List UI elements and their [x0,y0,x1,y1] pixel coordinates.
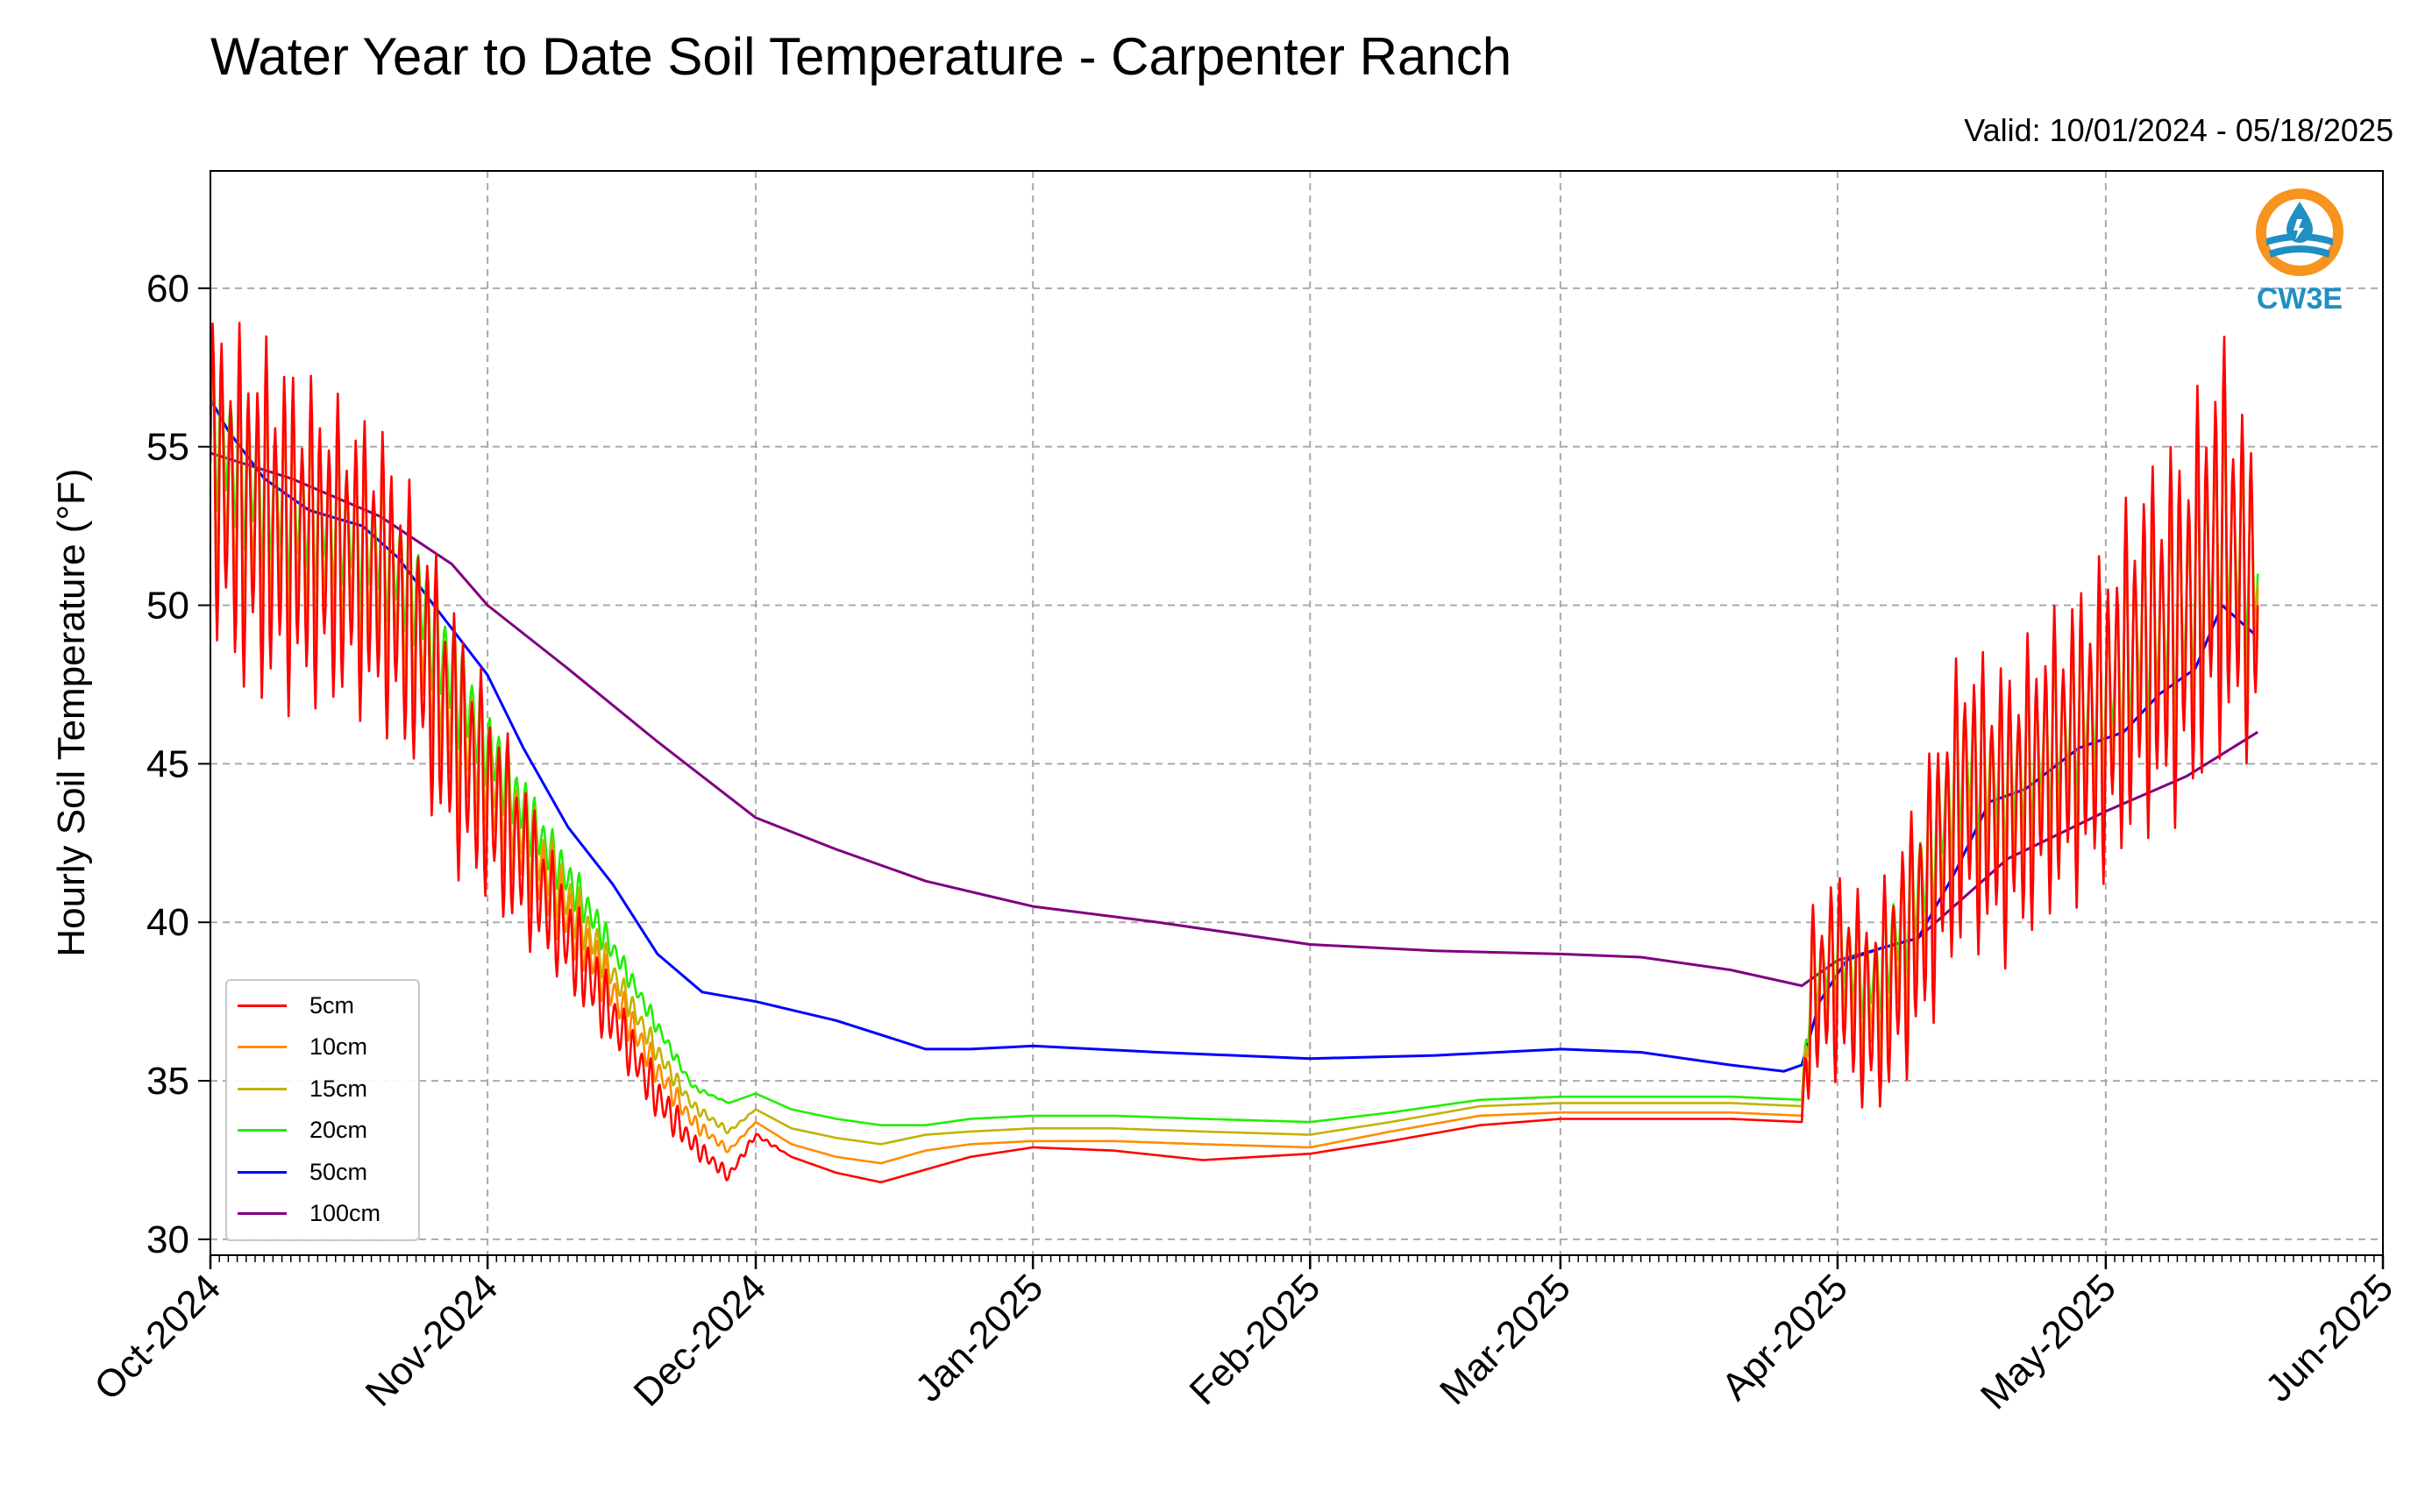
series-line-15cm [210,358,2259,1146]
legend-swatch [238,1046,287,1048]
legend-label: 10cm [309,1033,368,1060]
legend-item: 20cm [238,1113,367,1148]
x-tick-label: Jun-2025 [2258,1266,2401,1409]
legend-item: 100cm [238,1196,380,1232]
x-tick-label: Feb-2025 [1182,1266,1329,1413]
series-line-50cm [210,398,2259,1073]
y-tick-label: 45 [146,742,189,785]
legend-item: 5cm [238,988,354,1023]
chart-title: Water Year to Date Soil Temperature - Ca… [210,27,1512,86]
x-tick-label: Oct-2024 [86,1266,229,1409]
y-tick-label: 50 [146,585,189,628]
plot-frame [210,170,2384,1256]
x-tick-label: Apr-2025 [1713,1266,1856,1409]
x-tick-label: Dec-2024 [626,1266,775,1415]
y-axis-label: Hourly Soil Temperature (°F) [50,468,93,956]
x-tick-label: Nov-2024 [358,1266,507,1415]
series-line-5cm [210,322,2259,1184]
y-tick-label: 40 [146,901,189,944]
series-lines [210,322,2259,1184]
legend-item: 50cm [238,1154,367,1189]
y-tick-label: 30 [146,1218,189,1261]
legend-label: 100cm [309,1200,381,1226]
legend-label: 15cm [309,1075,368,1102]
legend-label: 5cm [309,991,355,1019]
legend-label: 50cm [309,1158,368,1185]
x-tick-label: May-2025 [1973,1266,2124,1417]
y-tick-label: 35 [146,1060,189,1103]
water-drop-icon [2256,188,2343,276]
legend-swatch [238,1004,287,1007]
legend-swatch [238,1087,287,1090]
series-line-10cm [210,342,2259,1165]
legend-label: 20cm [309,1117,368,1143]
legend-item: 10cm [238,1030,367,1065]
x-tick-label: Mar-2025 [1432,1266,1579,1413]
legend-swatch [238,1212,287,1215]
cw3e-logo: CW3E [2251,184,2348,324]
chart-legend: 5cm 10cm 15cm 20cm 50cm 100cm [225,979,420,1241]
legend-item: 15cm [238,1071,367,1106]
legend-swatch [238,1129,287,1132]
chart-subtitle: Valid: 10/01/2024 - 05/18/2025 [1964,112,2393,148]
y-tick-label: 60 [146,267,189,310]
legend-swatch [238,1170,287,1174]
axis-ticks: 30 35 40 45 50 55 60 Oct-2024 Nov-2024 Dec-2024 Ja… [86,267,2401,1418]
x-tick-label: Jan-2025 [907,1266,1051,1409]
logo-text: CW3E [2256,282,2343,316]
y-tick-label: 55 [146,426,189,469]
